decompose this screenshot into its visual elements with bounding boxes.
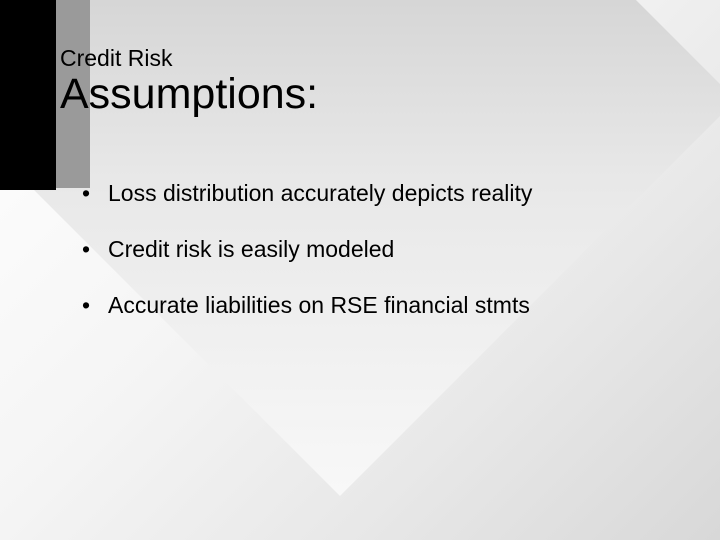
slide-title: Assumptions: (60, 70, 318, 119)
bullet-item: Accurate liabilities on RSE financial st… (82, 290, 532, 321)
bullet-list: Loss distribution accurately depicts rea… (82, 178, 532, 346)
slide-subtitle: Credit Risk (60, 45, 172, 72)
bullet-item: Loss distribution accurately depicts rea… (82, 178, 532, 209)
content-area: Credit Risk Assumptions: Loss distributi… (0, 0, 720, 540)
bullet-item: Credit risk is easily modeled (82, 234, 532, 265)
slide-container: Credit Risk Assumptions: Loss distributi… (0, 0, 720, 540)
